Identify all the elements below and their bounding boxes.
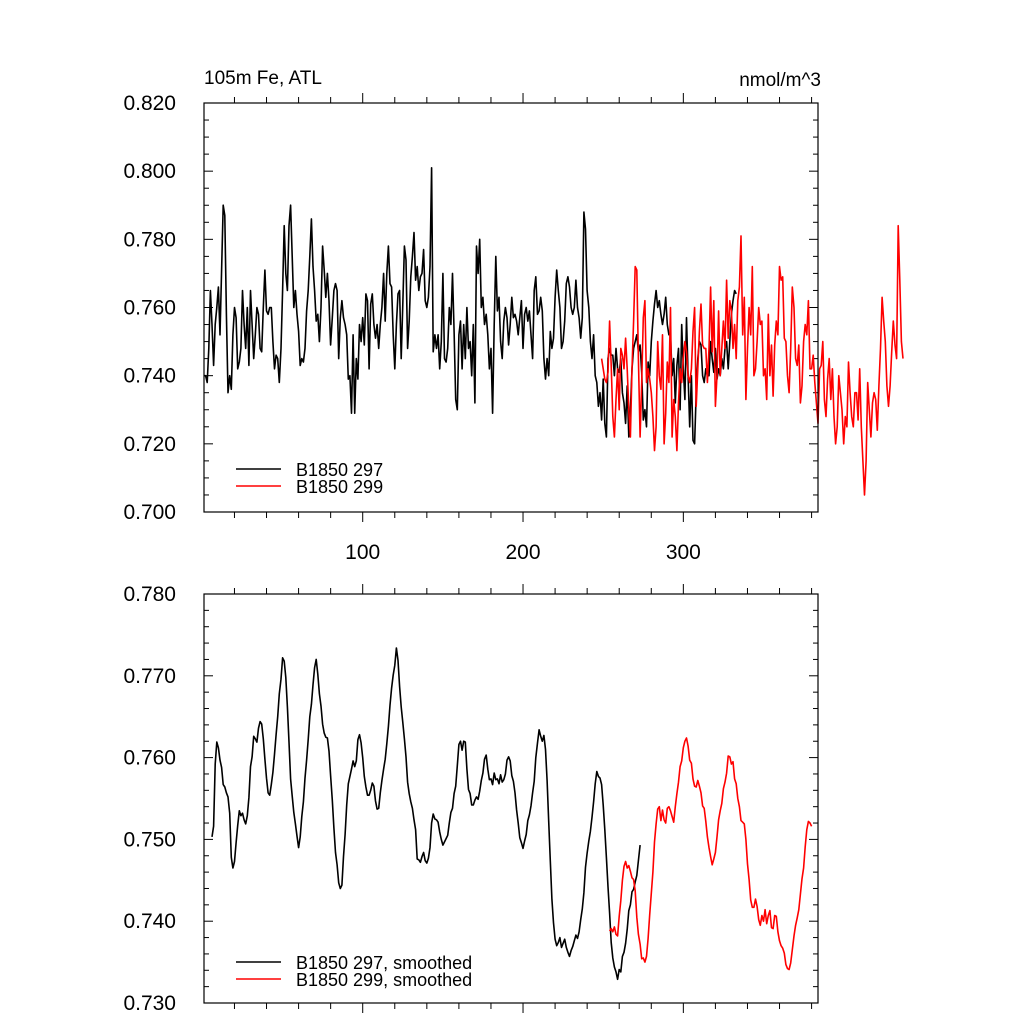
top-plot-frame — [203, 102, 819, 513]
y-tick-label: 0.760 — [123, 297, 176, 320]
top-ticks — [204, 93, 818, 522]
series-line-1 — [211, 647, 641, 981]
x-tick-label: 100 — [345, 541, 380, 564]
bottom-plot-frame — [203, 593, 819, 1004]
y-tick-label: 0.700 — [123, 501, 176, 524]
legend-label: B1850 299, smoothed — [296, 970, 472, 990]
series-line-2 — [600, 224, 904, 496]
bottom-panel: 0.730 0.740 0.750 0.760 0.770 0.780 B1850 297… — [123, 583, 819, 1015]
series-line-1 — [204, 167, 737, 445]
x-tick-label: 200 — [506, 541, 541, 564]
x-tick-label: 300 — [666, 541, 701, 564]
y-tick-label: 0.780 — [123, 228, 176, 251]
y-tick-label: 0.740 — [123, 365, 176, 388]
y-tick-label: 0.770 — [123, 665, 176, 688]
legend-label: B1850 297, smoothed — [296, 953, 472, 973]
y-tick-label: 0.800 — [123, 160, 176, 183]
bottom-ticks — [204, 584, 818, 1013]
top-series-group — [204, 167, 904, 496]
y-tick-label: 0.750 — [123, 828, 176, 851]
top-panel-title: 105m Fe, ATL — [204, 68, 322, 89]
bottom-y-tick-labels: 0.730 0.740 0.750 0.760 0.770 0.780 — [123, 583, 176, 1015]
top-panel: 105m Fe, ATL nmol/m^3 0.7000.7200.7400.7… — [123, 68, 904, 564]
y-tick-label: 0.740 — [123, 910, 176, 933]
y-tick-label: 0.760 — [123, 747, 176, 770]
top-y-tick-labels: 0.700 0.720 0.740 0.760 0.780 0.800 0.820 — [123, 92, 176, 524]
bottom-series-group — [211, 647, 813, 981]
series-line-2 — [608, 737, 813, 971]
legend-label: B1850 299 — [296, 477, 383, 497]
y-tick-label: 0.820 — [123, 92, 176, 115]
top-x-tick-labels: 100 200 300 — [345, 541, 701, 564]
y-tick-label: 0.780 — [123, 583, 176, 606]
y-tick-label: 0.720 — [123, 433, 176, 456]
y-tick-label: 0.730 — [123, 992, 176, 1015]
legend-label: B1850 297 — [296, 460, 383, 480]
top-panel-units: nmol/m^3 — [739, 70, 821, 91]
